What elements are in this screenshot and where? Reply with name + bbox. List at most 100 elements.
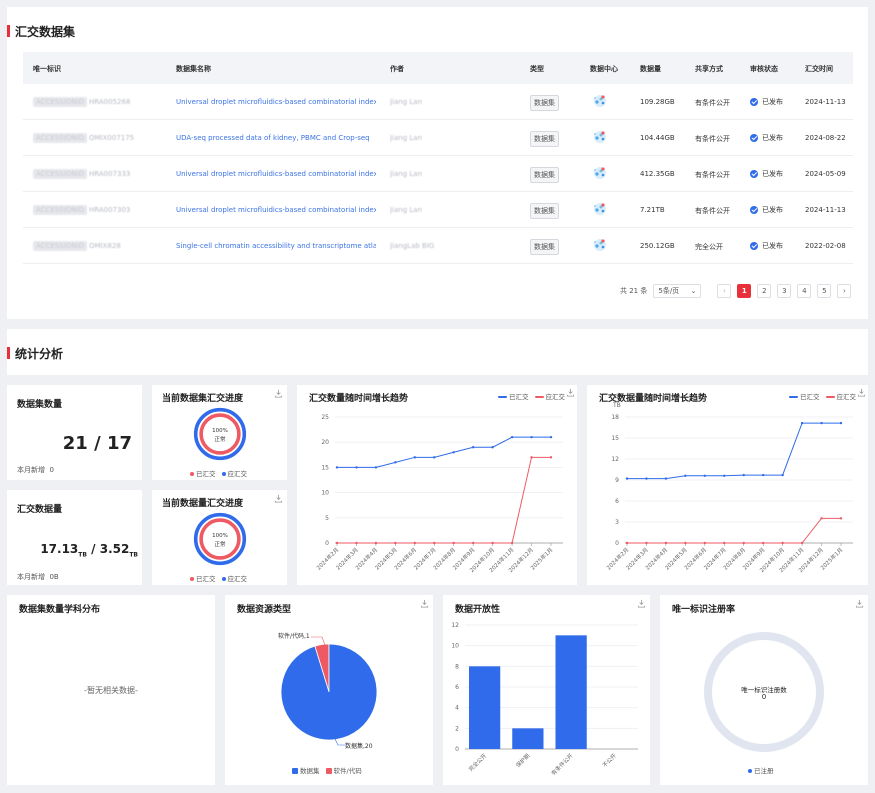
dataset-name-link[interactable]: UDA-seq processed data of kidney, PBMC a… xyxy=(176,134,370,142)
page-size-select[interactable]: 5条/页 ⌄ xyxy=(653,284,702,298)
resource-pie-chart xyxy=(280,636,378,746)
accession-id: OMIX007175 xyxy=(89,134,135,142)
pid-center-value: 0 xyxy=(761,693,767,701)
data-point xyxy=(684,474,687,477)
pid-ring xyxy=(704,632,824,752)
column-header: 唯一标识 xyxy=(33,65,61,73)
column-header: 共享方式 xyxy=(695,65,723,73)
download-icon[interactable] xyxy=(420,599,429,608)
pie-legend: 数据集 软件/代码 xyxy=(292,765,362,775)
data-point xyxy=(839,421,843,425)
data-center-icon xyxy=(594,203,606,215)
share-mode: 完全公开 xyxy=(695,243,723,251)
bar xyxy=(469,666,501,749)
new-this-month: 本月新增 0B xyxy=(17,573,59,581)
table-row[interactable]: ACCESSIONID HRA007303 Universal droplet mi… xyxy=(23,192,853,228)
progress-ring xyxy=(193,407,247,461)
page-button-5[interactable]: 5 xyxy=(817,284,832,298)
pid-center-label: 唯一标识注册数 xyxy=(741,686,787,694)
progress-state: 正常 xyxy=(214,437,226,443)
y-tick-label: 10 xyxy=(321,490,329,497)
trend-volume-card: 汇交数据量随时间增长趋势 已汇交 应汇交 TB 0 3 6 9 12 15 18 2024年2… xyxy=(587,385,868,585)
submit-date: 2022-02-08 xyxy=(805,242,846,250)
data-point xyxy=(625,541,629,545)
table-row[interactable]: ACCESSIONID OMIX007175 UDA-seq processed d… xyxy=(23,120,853,156)
data-point xyxy=(413,456,417,459)
data-center-icon xyxy=(594,131,606,143)
bar xyxy=(512,728,544,749)
accession-prefix: ACCESSIONID xyxy=(33,97,88,107)
dataset-count-value: 21 / 17 xyxy=(62,433,132,454)
volume-value: 17.13TB / 3.52TB xyxy=(40,542,138,559)
trend-legend: 已汇交 应汇交 xyxy=(789,391,856,401)
download-icon[interactable] xyxy=(274,494,283,503)
data-point xyxy=(433,541,436,545)
column-header: 数据中心 xyxy=(590,65,618,73)
datasets-panel: 汇交数据集 唯一标识 数据集名称 作者 类型 数据中心 数据量 共享方式 审核状态 汇交时间 A… xyxy=(7,7,868,319)
pie-slice xyxy=(280,643,378,741)
page-button-4[interactable]: 4 xyxy=(797,284,812,298)
openness-bar-chart: 0 2 4 6 8 10 12 完全公开 保护期 有条件公开 不公开 xyxy=(451,622,638,777)
check-circle-icon xyxy=(750,134,758,142)
accession-id: HRA007303 xyxy=(89,206,131,214)
dataset-name-link[interactable]: Single-cell chromatin accessibility and … xyxy=(176,242,376,250)
dataset-name-link[interactable]: Universal droplet microfluidics-based co… xyxy=(176,98,376,106)
review-status: 已发布 xyxy=(750,205,783,215)
card-title: 当前数据量汇交进度 xyxy=(162,499,244,509)
share-mode: 有条件公开 xyxy=(695,99,730,107)
page-button-2[interactable]: 2 xyxy=(757,284,772,298)
download-icon[interactable] xyxy=(857,388,866,397)
download-icon[interactable] xyxy=(274,389,283,398)
data-point xyxy=(510,435,514,439)
data-point xyxy=(664,541,668,545)
table-row[interactable]: ACCESSIONID HRA007333 Universal droplet mi… xyxy=(23,156,853,192)
card-title: 汇交数据量随时间增长趋势 xyxy=(599,394,708,404)
data-center-icon xyxy=(594,239,606,251)
pie-leader-line xyxy=(311,636,326,646)
page-button-1[interactable]: 1 xyxy=(737,284,752,298)
data-point xyxy=(742,473,745,477)
prev-page-button[interactable]: ‹ xyxy=(717,284,732,298)
new-this-month: 本月新增 0 xyxy=(17,466,54,474)
progress-pct: 100% xyxy=(212,533,228,539)
dataset-name-link[interactable]: Universal droplet microfluidics-based co… xyxy=(176,170,376,178)
check-circle-icon xyxy=(750,170,758,178)
trend-count-chart: 05101520252024年2月2024年3月2024年4月2024年5月20… xyxy=(315,414,563,574)
data-center-icon xyxy=(594,95,606,107)
data-size: 109.28GB xyxy=(640,98,675,106)
data-point xyxy=(491,541,494,545)
download-icon[interactable] xyxy=(855,599,864,608)
pagination-total: 共 21 条 xyxy=(620,287,648,295)
share-mode: 有条件公开 xyxy=(695,171,730,179)
section-title-datasets: 汇交数据集 xyxy=(7,23,75,40)
data-point xyxy=(394,461,397,464)
page-button-3[interactable]: 3 xyxy=(777,284,792,298)
type-tag: 数据集 xyxy=(530,95,559,111)
review-status: 已发布 xyxy=(750,241,783,251)
y-tick-label: 9 xyxy=(615,477,619,484)
card-title: 唯一标识注册率 xyxy=(672,605,736,615)
submit-date: 2024-11-13 xyxy=(805,206,846,214)
check-circle-icon xyxy=(750,242,758,250)
pid-card: 唯一标识注册率 唯一标识注册数 0 已注册 xyxy=(660,595,868,785)
y-tick-label: 6 xyxy=(615,498,619,505)
submit-date: 2024-08-22 xyxy=(805,134,846,142)
data-point xyxy=(781,541,784,545)
trend-unit: TB xyxy=(613,402,621,409)
table-row[interactable]: ACCESSIONID HRA005268 Universal droplet mi… xyxy=(23,84,853,120)
y-tick-label: 8 xyxy=(455,663,459,670)
next-page-button[interactable]: › xyxy=(837,284,852,298)
bar xyxy=(555,635,587,749)
trend-count-card: 汇交数量随时间增长趋势 已汇交 应汇交 0 5 10 15 20 25 2024年2月 202… xyxy=(297,385,577,585)
series-line xyxy=(627,517,841,544)
y-tick-label: 2 xyxy=(455,725,459,732)
openness-card: 数据开放性 0 2 4 6 8 10 12 完全公开 保护期 有条件公开 不公开 xyxy=(443,595,650,785)
pid-legend: 已注册 xyxy=(748,765,774,775)
y-tick-label: 0 xyxy=(325,540,329,547)
data-point xyxy=(491,446,494,449)
download-icon[interactable] xyxy=(637,599,646,608)
table-row[interactable]: ACCESSIONID OMIX828 Single-cell chromatin … xyxy=(23,228,853,264)
type-tag: 数据集 xyxy=(530,239,559,255)
download-icon[interactable] xyxy=(566,388,575,397)
dataset-name-link[interactable]: Universal droplet microfluidics-based co… xyxy=(176,206,376,214)
